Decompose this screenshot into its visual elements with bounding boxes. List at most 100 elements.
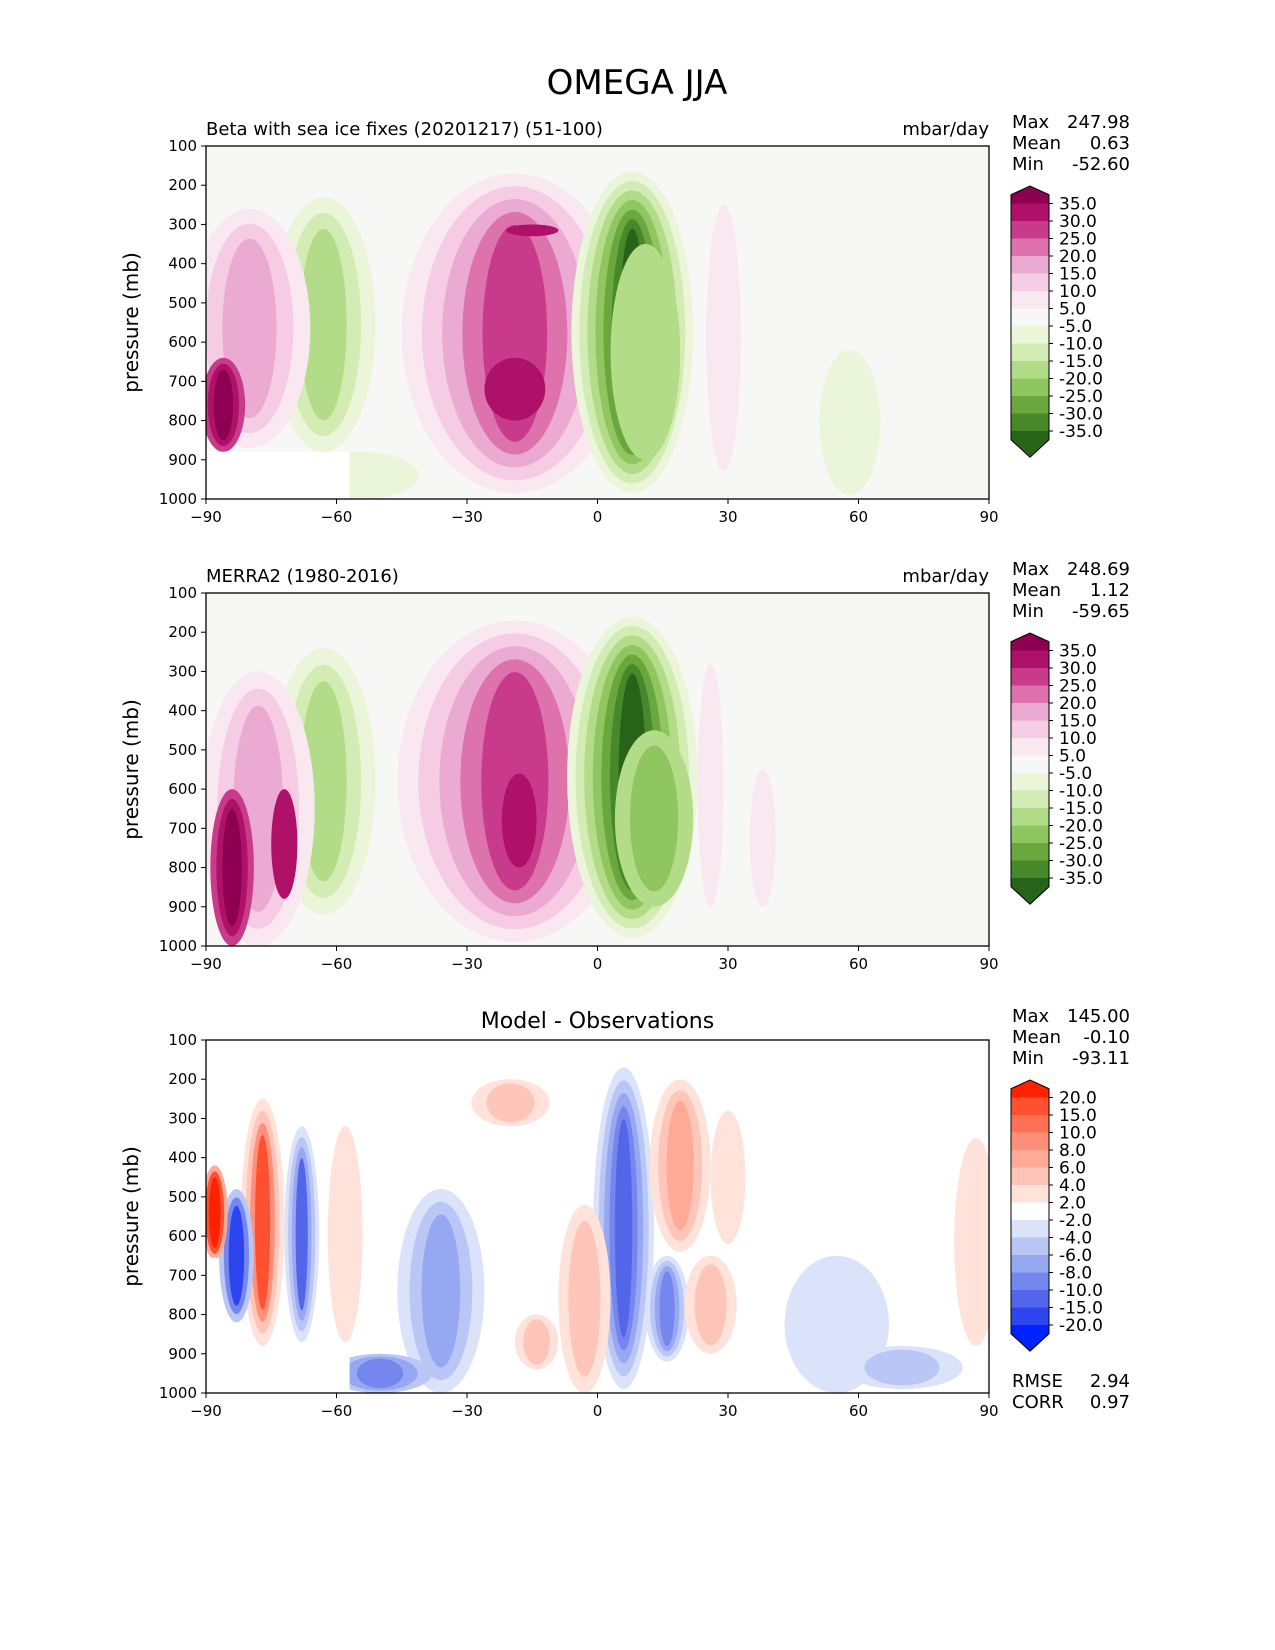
- colorbar-cell: [1011, 361, 1049, 379]
- stat-value: 1.12: [1090, 580, 1130, 601]
- y-tick-label: 1000: [159, 937, 197, 955]
- colorbar-label: 10.0: [1059, 282, 1097, 302]
- colorbar-extend-bottom: [1011, 1325, 1049, 1352]
- colorbar-label: -5.0: [1059, 317, 1092, 337]
- colorbar-cell: [1011, 1307, 1049, 1326]
- panel-title: MERRA2 (1980-2016): [206, 566, 399, 587]
- y-tick-label: 700: [168, 372, 197, 390]
- colorbar-label: -35.0: [1059, 869, 1103, 889]
- contour-blob-5-2: [300, 228, 347, 421]
- colorbar-cell: [1011, 256, 1049, 274]
- colorbar-outline: [1010, 185, 1050, 458]
- y-tick-label: 800: [168, 859, 197, 877]
- colorbar-label: -10.0: [1059, 782, 1103, 802]
- contour-blob-3-1: [486, 1083, 535, 1123]
- stat-label: Min: [1012, 154, 1044, 175]
- contour-blob-1-0: [501, 773, 537, 868]
- colorbar-label: -20.0: [1059, 1316, 1103, 1336]
- colorbar-label: 35.0: [1059, 195, 1097, 215]
- colorbar-label: -15.0: [1059, 1299, 1103, 1319]
- colorbar-label: 5.0: [1059, 747, 1086, 767]
- colorbar-label: 30.0: [1059, 212, 1097, 232]
- y-tick-label: 300: [168, 215, 197, 233]
- colorbar-label: -6.0: [1059, 1246, 1092, 1266]
- contour-blob-8-0: [697, 663, 724, 907]
- missing-data-region: [206, 451, 350, 500]
- y-tick-label: 600: [168, 333, 197, 351]
- y-tick-label: 700: [168, 1266, 197, 1284]
- contour-blob-0-4: [614, 1119, 633, 1338]
- y-tick-label: 500: [168, 741, 197, 759]
- colorbar-label: -10.0: [1059, 1281, 1103, 1301]
- contour-blob-7-2: [213, 369, 234, 441]
- y-tick-label: 100: [168, 584, 197, 602]
- contour-blob-7-0: [271, 789, 298, 899]
- y-tick-label: 300: [168, 1109, 197, 1127]
- colorbar-label: 15.0: [1059, 712, 1097, 732]
- colorbar-extend-top: [1011, 633, 1049, 651]
- colorbar-extend-top: [1011, 1080, 1049, 1098]
- missing-data-region: [206, 1345, 350, 1394]
- y-tick-label: 400: [168, 702, 197, 720]
- colorbar-cell: [1011, 291, 1049, 309]
- colorbar-label: -20.0: [1059, 817, 1103, 837]
- y-axis-label: pressure (mb): [119, 252, 143, 393]
- y-tick-label: 200: [168, 176, 197, 194]
- stat-label: Max: [1012, 1006, 1050, 1027]
- colorbar-cell: [1011, 720, 1049, 739]
- colorbar-label: 20.0: [1059, 247, 1097, 267]
- x-tick-label: 60: [849, 1402, 868, 1420]
- x-tick-label: 90: [979, 508, 998, 526]
- x-tick-label: −60: [321, 955, 353, 973]
- colorbar-label: 2.0: [1059, 1194, 1086, 1214]
- colorbar-extend-top: [1011, 186, 1049, 204]
- colorbar-cell: [1011, 1255, 1049, 1273]
- y-tick-label: 800: [168, 412, 197, 430]
- contour-blob-4-2: [421, 1214, 461, 1368]
- colorbar-extend-bottom: [1011, 431, 1049, 458]
- colorbar: 35.030.025.020.015.010.05.0-5.0-10.0-15.…: [1010, 185, 1103, 458]
- colorbar-label: -25.0: [1059, 387, 1103, 407]
- units-label: mbar/day: [902, 566, 989, 587]
- x-tick-label: −30: [451, 955, 483, 973]
- colorbar-cell: [1011, 1097, 1049, 1116]
- colorbar: 20.015.010.08.06.04.02.0-2.0-4.0-6.0-8.0…: [1010, 1079, 1103, 1352]
- contour-blob-1-0: [506, 224, 559, 237]
- colorbar-cell: [1011, 1115, 1049, 1133]
- x-tick-label: −90: [190, 508, 222, 526]
- colorbar-cell: [1011, 413, 1049, 432]
- x-tick-label: −60: [321, 1402, 353, 1420]
- x-tick-label: −60: [321, 508, 353, 526]
- contour-blob-6-3: [295, 1157, 308, 1311]
- y-tick-label: 800: [168, 1306, 197, 1324]
- contour-blob-13-0: [710, 1110, 746, 1244]
- colorbar-label: 8.0: [1059, 1141, 1086, 1161]
- colorbar-label: 25.0: [1059, 230, 1097, 250]
- colorbar-cell: [1011, 273, 1049, 292]
- panel-title: Beta with sea ice fixes (20201217) (51-1…: [206, 119, 603, 140]
- stat-label: Max: [1012, 559, 1050, 580]
- colorbar-label: -15.0: [1059, 799, 1103, 819]
- y-tick-label: 900: [168, 451, 197, 469]
- colorbar-cell: [1011, 1167, 1049, 1186]
- y-tick-label: 900: [168, 1345, 197, 1363]
- x-tick-label: 60: [849, 955, 868, 973]
- y-tick-label: 500: [168, 294, 197, 312]
- contour-field: [206, 616, 776, 946]
- y-tick-label: 1000: [159, 490, 197, 508]
- x-tick-label: 90: [979, 955, 998, 973]
- y-tick-label: 300: [168, 662, 197, 680]
- colorbar-label: 25.0: [1059, 677, 1097, 697]
- colorbar-cell: [1011, 685, 1049, 704]
- contour-blob-10-0: [327, 1126, 363, 1343]
- stat-label: Mean: [1012, 133, 1061, 154]
- colorbar-outline: [1010, 1079, 1050, 1352]
- colorbar-cell: [1011, 378, 1049, 397]
- contour-blob-9-0: [749, 769, 776, 907]
- stat-value: -59.65: [1072, 601, 1130, 622]
- x-tick-label: 30: [718, 955, 737, 973]
- colorbar-cell: [1011, 1185, 1049, 1203]
- stat-value: 0.63: [1090, 133, 1130, 154]
